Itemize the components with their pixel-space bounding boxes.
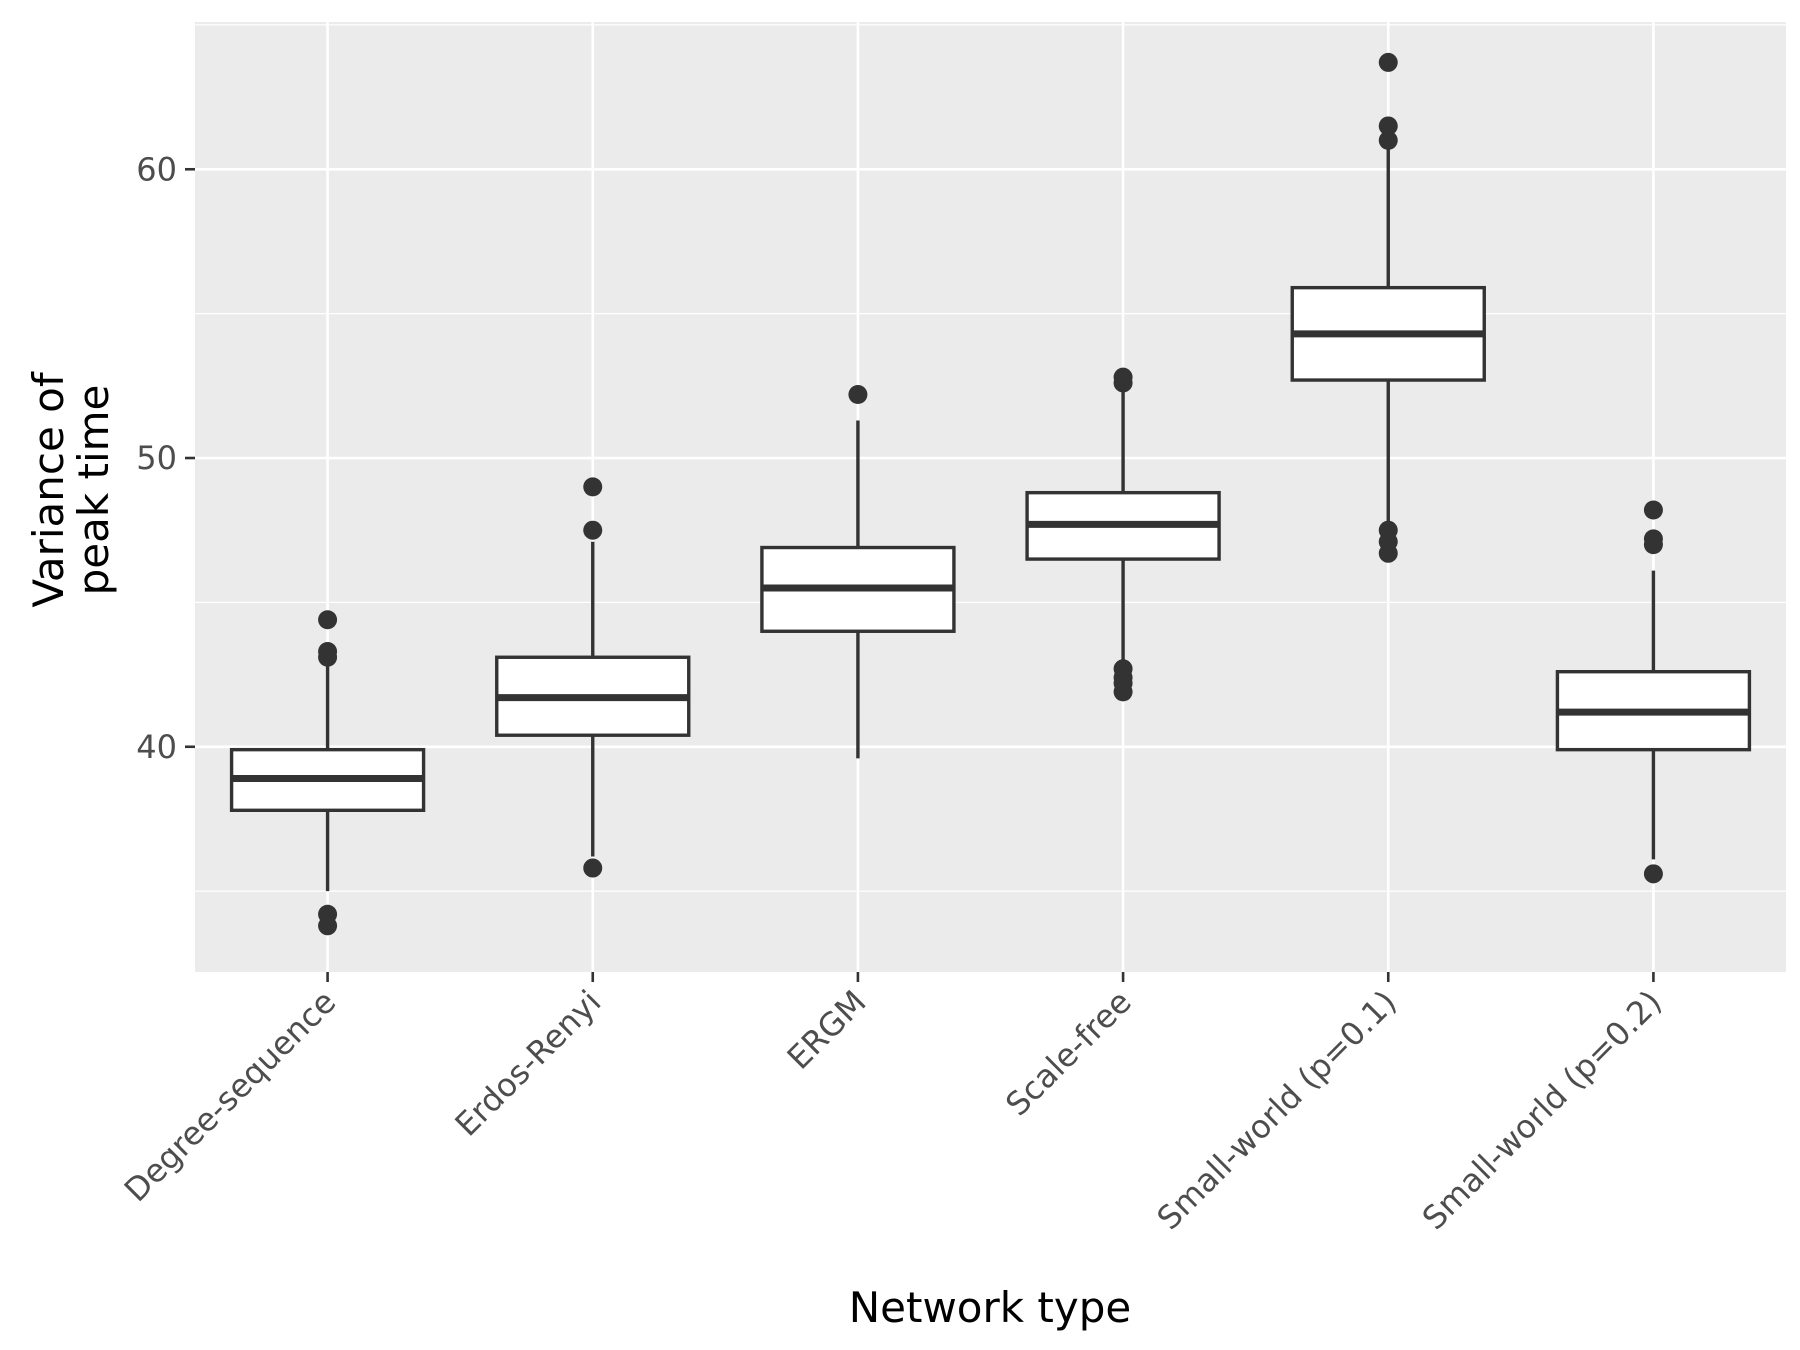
x-tick-label: Degree-sequence (117, 983, 343, 1209)
outlier-point (1378, 116, 1398, 136)
outlier-point (1113, 682, 1133, 702)
box-layer (229, 52, 1752, 936)
y-axis-title-line-2: peak time (69, 385, 118, 596)
outlier-point (1113, 367, 1133, 387)
x-tick-label: Small-world (p=0.2) (1415, 983, 1669, 1237)
y-tick-label: 40 (136, 728, 177, 766)
x-tick-label: Small-world (p=0.1) (1150, 983, 1404, 1237)
outlier-point (848, 384, 868, 404)
outlier-point (1378, 130, 1398, 150)
outlier-point (318, 610, 338, 630)
outlier-point (1378, 52, 1398, 72)
y-tick-label: 50 (136, 439, 177, 477)
x-tick-label: Erdos-Renyi (448, 983, 609, 1144)
outlier-point (583, 477, 603, 497)
outlier-point (583, 858, 603, 878)
panel-background (195, 22, 1786, 972)
x-tick-label: ERGM (780, 983, 874, 1077)
y-axis-title-line-1: Variance of (24, 371, 73, 607)
outlier-point (583, 520, 603, 540)
outlier-point (1643, 864, 1663, 884)
y-axis-title: Variance of peak time (24, 371, 118, 607)
outlier-point (318, 641, 338, 661)
outlier-point (1643, 500, 1663, 520)
outlier-point (1378, 543, 1398, 563)
x-axis-title: Network type (849, 1283, 1132, 1332)
y-tick-label: 60 (136, 150, 177, 188)
outlier-point (318, 916, 338, 936)
outlier-point (1643, 529, 1663, 549)
x-tick-label: Scale-free (998, 983, 1139, 1124)
